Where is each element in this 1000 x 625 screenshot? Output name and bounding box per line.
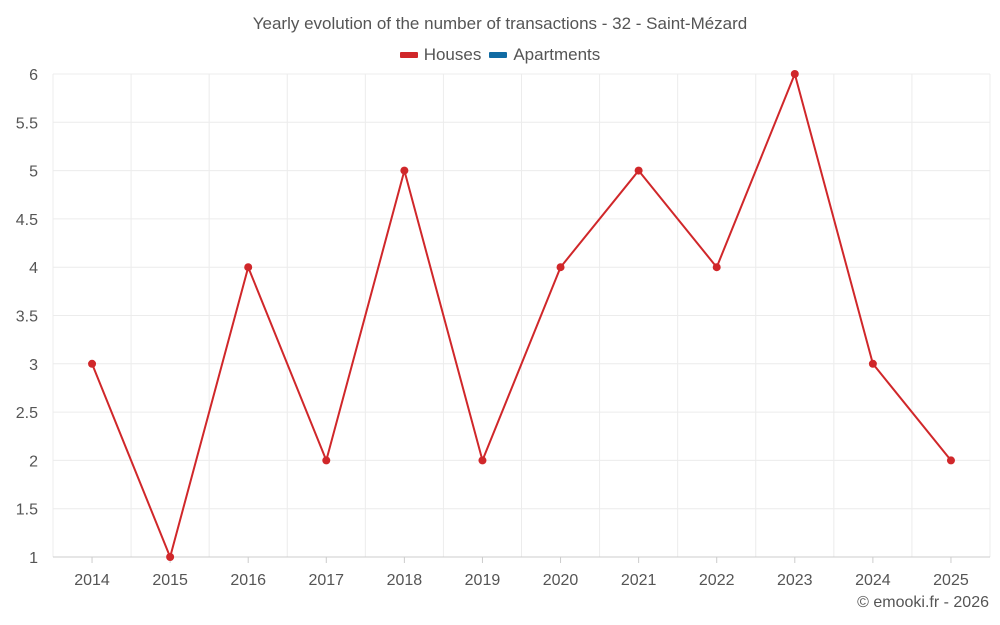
data-point-houses-2024[interactable] — [868, 359, 877, 368]
legend-swatch-apartments — [489, 52, 508, 58]
legend-item-apartments[interactable]: Apartments — [489, 45, 600, 65]
chart-legend: Houses Apartments — [0, 45, 1000, 65]
axes: 1 1.5 2 2.5 3 3.5 4 4.5 5 5.5 6 2014 2015 2016 2017 201… — [16, 67, 990, 589]
x-tick-label: 2025 — [933, 572, 969, 589]
grid-lines — [52, 73, 991, 558]
chart-title: Yearly evolution of the number of transa… — [252, 14, 748, 33]
x-tick-label: 2018 — [387, 572, 423, 589]
x-tick-label: 2016 — [230, 572, 266, 589]
data-point-houses-2023[interactable] — [790, 70, 799, 78]
data-point-houses-2022[interactable] — [712, 263, 721, 272]
x-tick-label: 2019 — [465, 572, 501, 589]
y-tick-label: 1.5 — [16, 502, 38, 519]
legend-swatch-houses — [399, 52, 418, 58]
y-tick-label: 2.5 — [16, 405, 38, 422]
y-tick-label: 3.5 — [16, 309, 38, 326]
data-point-houses-2017[interactable] — [322, 456, 331, 465]
x-tick-label: 2017 — [308, 572, 344, 589]
legend-item-houses[interactable]: Houses — [399, 45, 482, 65]
x-tick-label: 2024 — [855, 572, 891, 589]
y-tick-label: 3 — [29, 357, 38, 374]
data-point-houses-2015[interactable] — [166, 553, 175, 561]
x-tick-label: 2023 — [777, 572, 813, 589]
y-tick-label: 1 — [29, 550, 38, 567]
series-line-houses — [91, 73, 952, 558]
y-tick-label: 5 — [29, 164, 38, 181]
series-lines — [91, 73, 952, 558]
y-tick-label: 4 — [29, 260, 38, 277]
data-point-houses-2014[interactable] — [88, 359, 97, 368]
data-point-houses-2021[interactable] — [634, 166, 643, 175]
y-tick-label: 4.5 — [16, 212, 38, 229]
data-point-houses-2020[interactable] — [556, 263, 565, 272]
y-tick-label: 6 — [29, 67, 38, 84]
x-tick-label: 2021 — [621, 572, 657, 589]
series-points — [88, 70, 955, 561]
x-tick-label: 2022 — [699, 572, 735, 589]
credit-text: © emooki.fr - 2026 — [857, 594, 989, 611]
legend-label-houses: Houses — [423, 45, 482, 64]
x-tick-label: 2014 — [74, 572, 110, 589]
data-point-houses-2019[interactable] — [478, 456, 487, 465]
x-tick-label: 2020 — [543, 572, 579, 589]
y-tick-label: 5.5 — [16, 115, 38, 132]
data-point-houses-2025[interactable] — [946, 456, 955, 465]
y-tick-label: 2 — [29, 453, 38, 470]
legend-label-apartments: Apartments — [513, 45, 601, 64]
data-point-houses-2018[interactable] — [400, 166, 409, 175]
data-point-houses-2016[interactable] — [244, 263, 253, 272]
x-tick-label: 2015 — [152, 572, 188, 589]
